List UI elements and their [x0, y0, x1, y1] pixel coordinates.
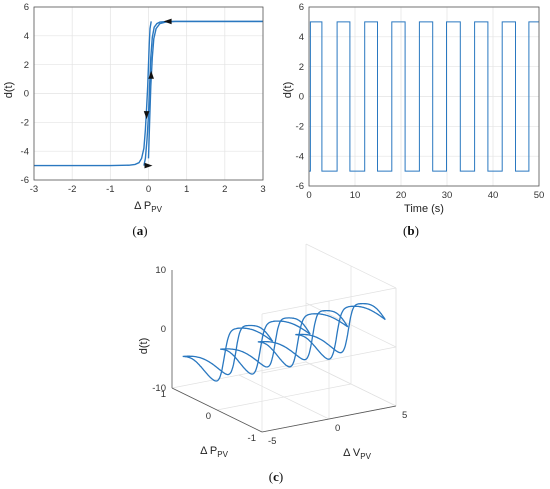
panel-a-xtick-label: -2: [68, 184, 76, 195]
panel-a-direction-arrow: [144, 162, 153, 169]
panel-b-xtick-label: 30: [442, 190, 453, 201]
panel-c-ztick-label: -10: [152, 383, 166, 394]
panel-a-direction-arrow: [148, 70, 154, 79]
panel-a-ytick-label: -4: [21, 146, 29, 157]
panel-c-ylabel-group: Δ VPV: [343, 447, 371, 461]
panel-b-xlabel: Time (s): [404, 203, 444, 215]
panel-b-xtick-label: 0: [306, 190, 311, 201]
panel-c-vgrid: [238, 374, 330, 420]
panel-c-zlabel: d(t): [138, 338, 150, 355]
panel-c-hysteresis-loop: [220, 317, 311, 375]
panel-a-series-line: [147, 20, 263, 159]
panel-c-ztick-label: 10: [155, 265, 166, 276]
panel-b-ylabel: d(t): [282, 82, 294, 99]
panel-c-vgrid: [305, 361, 397, 407]
panel-c-ylabel: Δ V: [343, 447, 361, 459]
panel-c-ptick-label: 0: [206, 411, 211, 422]
panel-a-direction-arrow: [143, 111, 150, 120]
panel-c-p-axis: [171, 387, 263, 433]
panel-a-xtick-label: 3: [260, 184, 265, 195]
panel-b-xtick-label: 20: [396, 190, 407, 201]
panel-b-series: [309, 21, 539, 172]
panel-c-xlabel-group: Δ PPV: [200, 445, 228, 459]
panel-b-tick-labels: 0 10 20 30 40 50 -6 -4 -2 0 2 4 6: [296, 2, 545, 201]
panel-a-ytick-label: 2: [24, 60, 29, 71]
panel-b-ytick-label: 2: [299, 62, 304, 73]
panel-c-v-axis: [261, 405, 397, 433]
panel-a-frame: [33, 6, 264, 181]
panel-c-series: [182, 302, 386, 382]
caption-a: a: [137, 223, 144, 238]
panel-b-ytick-label: 0: [299, 92, 304, 103]
panel-b-xtick-label: 10: [350, 190, 361, 201]
panel-a-ylabel: d(t): [3, 82, 15, 99]
panel-c-hysteresis-loop: [295, 302, 386, 360]
panel-a: -3 -2 -1 0 1 2 3 -6 -4 -2 0 2 4 6 d(t) Δ PPV (a): [3, 2, 266, 238]
panel-c-axes: [171, 243, 397, 433]
panel-a-tick-labels: -3 -2 -1 0 1 2 3 -6 -4 -2 0 2 4 6: [21, 2, 266, 195]
panel-b-ytick-label: -2: [296, 122, 304, 133]
panel-c-ylabel-sub: PV: [360, 452, 371, 461]
panel-b-series-line: [309, 21, 539, 172]
panel-a-ytick-label: 4: [24, 31, 29, 42]
panel-b-ytick-label: 6: [299, 2, 304, 13]
panel-a-ytick-label: -6: [21, 175, 29, 186]
panel-c-vtick-label: 0: [335, 423, 340, 434]
panel-a-arrows: [143, 18, 172, 169]
caption-c: c: [273, 469, 279, 484]
panel-b-xtick-label: 40: [488, 190, 499, 201]
panel-a-direction-arrow: [163, 18, 172, 25]
panel-a-xlabel: Δ P: [134, 200, 151, 212]
panel-b-ytick-label: -4: [296, 151, 304, 162]
panel-c-vtick-label: -5: [268, 436, 276, 447]
panel-b-xtick-label: 50: [534, 190, 545, 201]
caption-b-group: (b): [403, 223, 419, 238]
panel-a-ytick-label: -2: [21, 118, 29, 129]
panel-c-hysteresis-loop: [257, 309, 349, 368]
panel-c-xlabel: Δ P: [200, 445, 217, 457]
panel-a-xtick-label: 1: [184, 184, 189, 195]
caption-c-group: (c): [269, 469, 283, 484]
panel-a-series-line: [34, 21, 152, 167]
panel-b-grid: [308, 6, 540, 187]
panel-c-ptick-label: 1: [161, 389, 166, 400]
panel-a-ytick-label: 6: [24, 2, 29, 13]
panel-c-vtick-label: 5: [402, 410, 407, 421]
panel-c-ztick-label: 0: [161, 324, 166, 335]
panel-a-xtick-label: -1: [106, 184, 114, 195]
panel-a-xlabel-group: Δ PPV: [134, 200, 162, 214]
panel-a-xtick-label: 2: [222, 184, 227, 195]
panel-a-xlabel-sub: PV: [151, 205, 162, 214]
caption-b: b: [407, 223, 414, 238]
panel-c-xlabel-sub: PV: [217, 450, 228, 459]
panel-a-xtick-label: 0: [146, 184, 151, 195]
panel-c-ptick-label: -1: [248, 433, 256, 444]
panel-b-frame: [308, 6, 540, 187]
panel-a-ytick-label: 0: [24, 89, 29, 100]
panel-a-xtick-label: -3: [30, 184, 38, 195]
panel-b-ytick-label: -6: [296, 181, 304, 192]
panel-b: 0 10 20 30 40 50 -6 -4 -2 0 2 4 6 d(t) Time (s) (b): [282, 2, 544, 238]
panel-b-ytick-label: 4: [299, 32, 304, 43]
panel-c-hysteresis-loop: [182, 324, 274, 382]
caption-a-group: (a): [132, 223, 147, 238]
